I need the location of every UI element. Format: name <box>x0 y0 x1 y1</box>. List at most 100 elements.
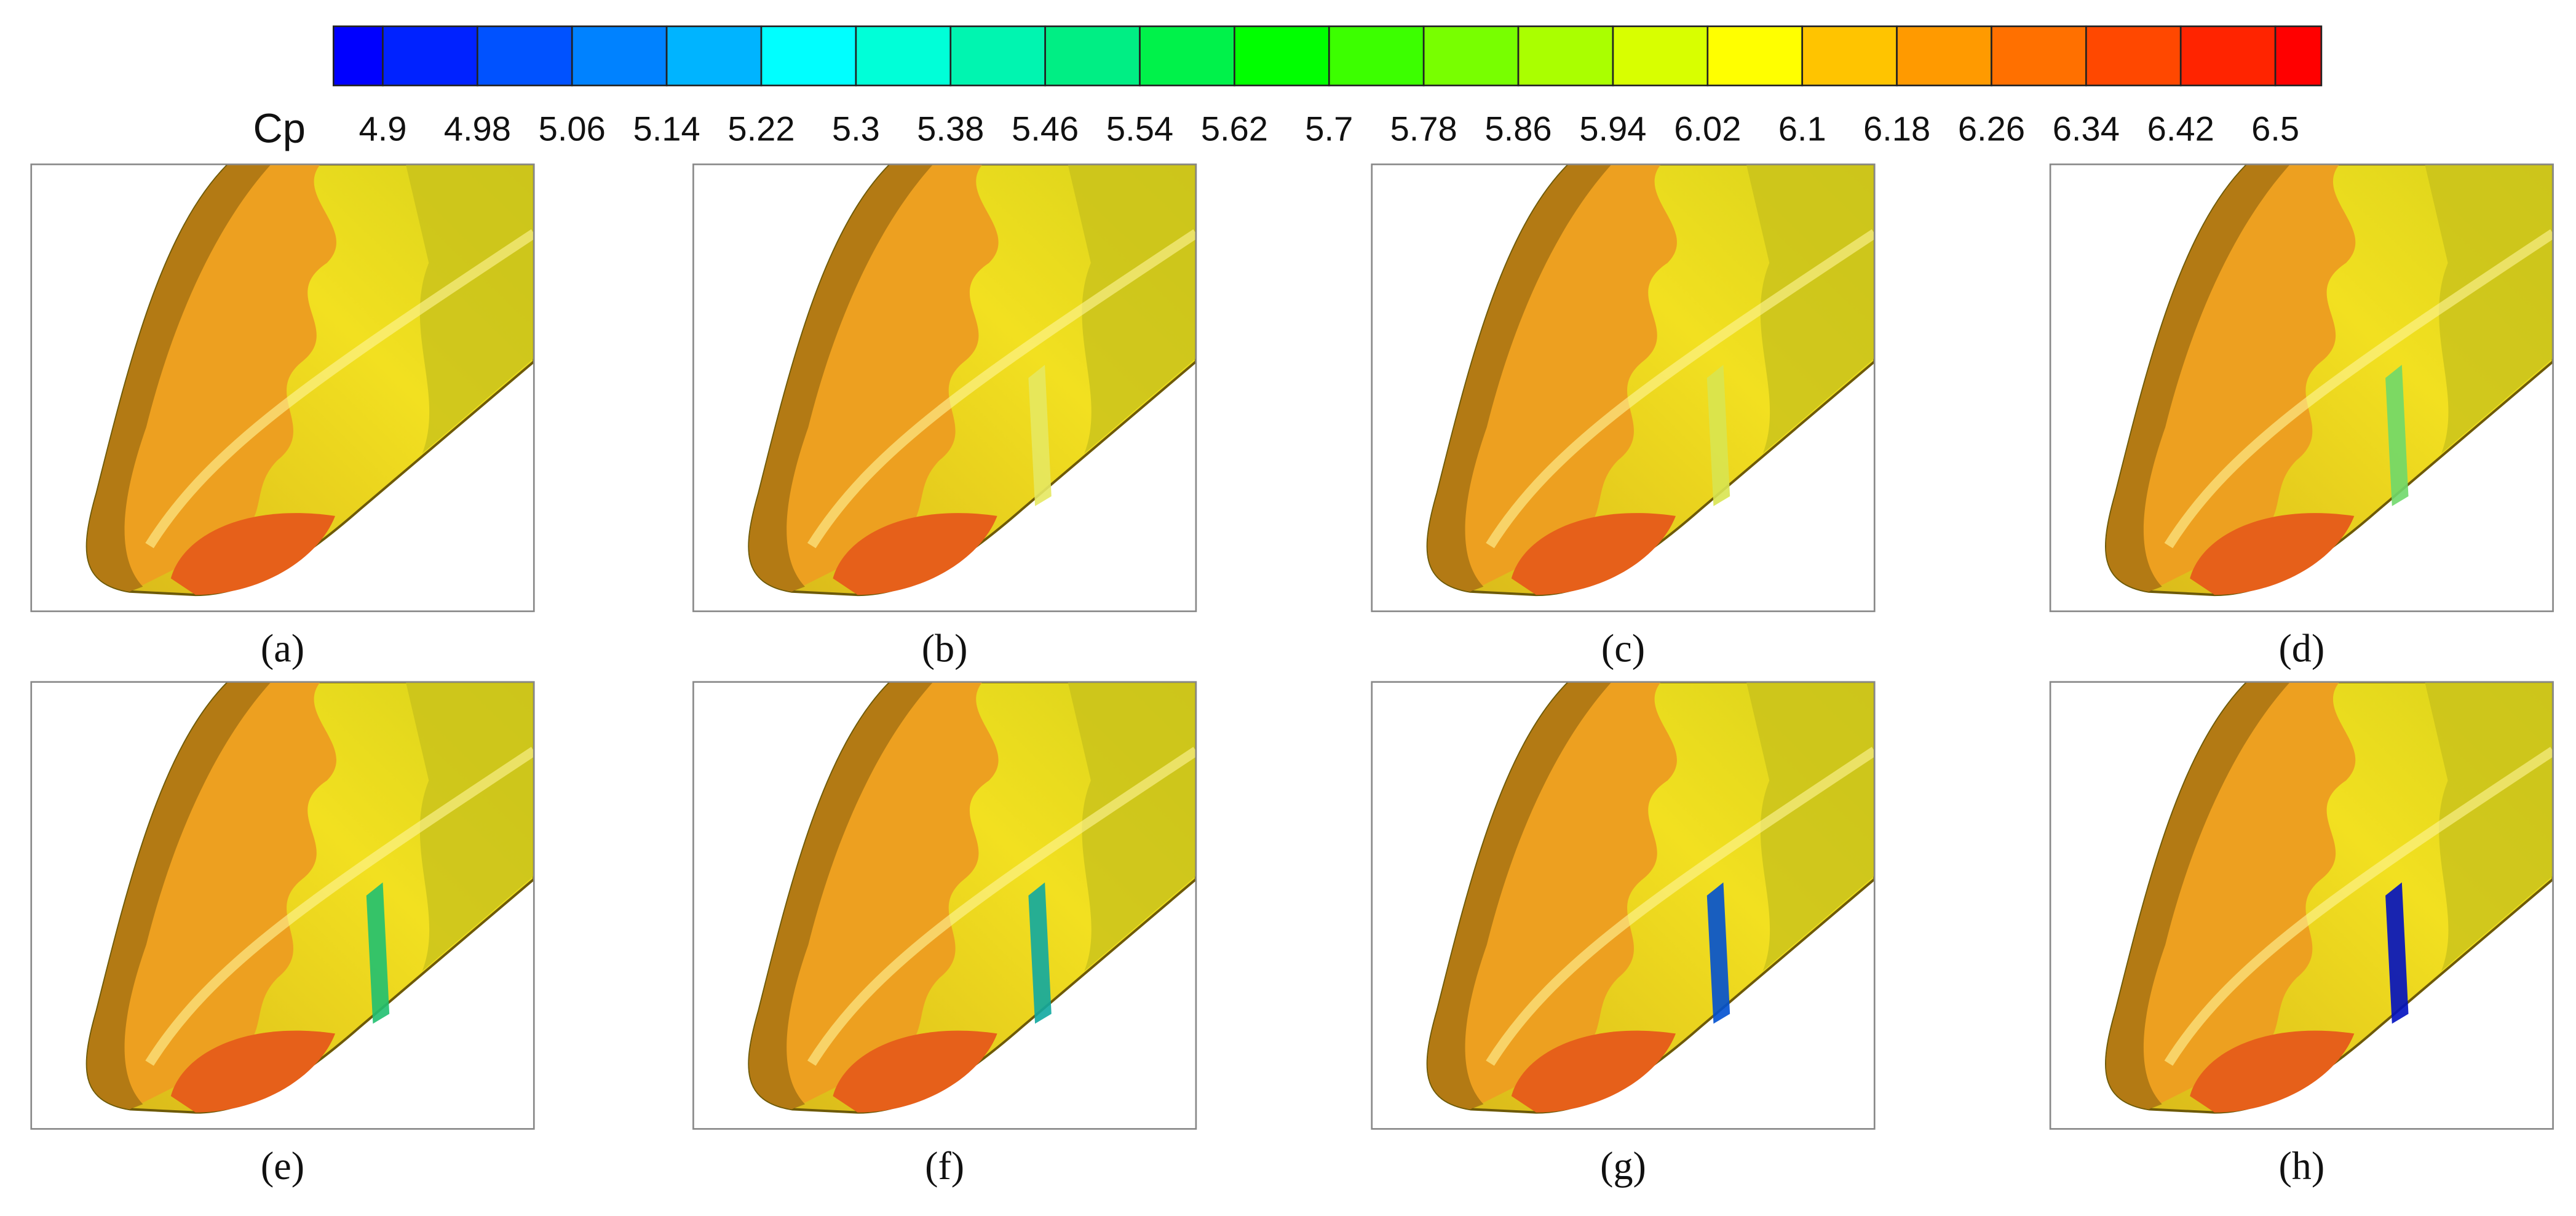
upper-region <box>1068 682 1196 971</box>
panel-frame <box>2049 163 2554 613</box>
colorbar-segment <box>1328 25 1425 87</box>
panel-label: (a) <box>261 626 304 670</box>
highlight <box>2164 747 2553 1066</box>
contour-plot <box>1371 682 1875 1129</box>
panel <box>30 681 535 1130</box>
panel <box>2049 163 2554 613</box>
orange-region <box>87 682 336 1110</box>
colorbar-segment <box>2085 25 2182 87</box>
contour-plot <box>2050 682 2553 1129</box>
colorbar-tick-label: 6.18 <box>1863 109 1930 148</box>
orange-region <box>749 682 999 1110</box>
colorbar-tick-label: 6.34 <box>2053 109 2120 148</box>
colorbar-segment <box>1234 25 1330 87</box>
colorbar-tick-label: 5.7 <box>1305 109 1353 148</box>
edge-shade <box>1427 682 1612 1110</box>
edge-shade <box>749 682 933 1110</box>
contour-plot <box>1371 164 1875 611</box>
panel <box>692 163 1197 613</box>
colorbar-segment <box>1706 25 1804 87</box>
contour-plot <box>31 682 534 1129</box>
colorbar-tick-label: 5.22 <box>727 109 795 148</box>
colorbar-tick-label: 5.54 <box>1106 109 1173 148</box>
panel-label: (g) <box>1600 1144 1646 1188</box>
pressure-streak <box>1028 365 1052 506</box>
colorbar-segment <box>1801 25 1898 87</box>
edge-shade <box>749 164 933 592</box>
upper-region <box>2425 682 2553 971</box>
tip-region <box>170 1030 335 1113</box>
colorbar: 4.9 4.98 5.06 5.14 5.22 5.3 5.38 5.46 5.54 5.62 5.… <box>332 25 2323 148</box>
panel-label: (h) <box>2278 1144 2324 1188</box>
colorbar-tick-label: 5.62 <box>1201 109 1268 148</box>
tip-region <box>833 1030 997 1113</box>
tip-region <box>2190 1030 2355 1113</box>
colorbar-segment <box>949 25 1046 87</box>
tip-region <box>170 513 335 595</box>
panel-label: (c) <box>1601 626 1645 670</box>
highlight <box>2164 229 2553 549</box>
colorbar-segment <box>760 25 857 87</box>
edge-shade <box>2106 682 2291 1110</box>
colorbar-segment <box>332 25 384 87</box>
colorbar-tick-label: 4.9 <box>359 109 406 148</box>
panel-frame <box>30 681 535 1130</box>
panel <box>1371 681 1876 1130</box>
colorbar-tick-label: 5.94 <box>1579 109 1646 148</box>
colorbar-tick-label: 5.14 <box>633 109 700 148</box>
orange-region <box>2106 682 2356 1110</box>
highlight <box>1486 747 1875 1066</box>
tip-region <box>1511 1030 1676 1113</box>
tip-region <box>833 513 997 595</box>
colorbar-title: Cp <box>253 106 305 151</box>
pressure-streak <box>1706 882 1730 1024</box>
colorbar-segment <box>2274 25 2323 87</box>
orange-region <box>2106 164 2356 592</box>
colorbar-tick-label: 6.42 <box>2147 109 2214 148</box>
pressure-streak <box>1028 882 1052 1024</box>
pressure-streak <box>366 882 390 1024</box>
panel-frame <box>30 163 535 613</box>
colorbar-segment <box>382 25 478 87</box>
upper-region <box>2425 164 2553 454</box>
upper-region <box>1746 682 1875 971</box>
panel-frame <box>2049 681 2554 1130</box>
colorbar-tick-label: 5.38 <box>917 109 984 148</box>
colorbar-tick-label: 4.98 <box>444 109 511 148</box>
orange-region <box>749 164 999 592</box>
highlight <box>145 229 534 549</box>
panel-frame <box>692 163 1197 613</box>
panel-label: (b) <box>922 626 968 670</box>
colorbar-segment <box>1991 25 2087 87</box>
tip-region <box>1511 513 1676 595</box>
colorbar-segment <box>1139 25 1235 87</box>
colorbar-tick-label: 5.3 <box>832 109 880 148</box>
colorbar-segment <box>1044 25 1141 87</box>
colorbar-segment <box>571 25 668 87</box>
panel <box>692 681 1197 1130</box>
highlight <box>145 747 534 1066</box>
upper-region <box>1068 164 1196 454</box>
panel <box>30 163 535 613</box>
colorbar-tick-label: 5.86 <box>1484 109 1552 148</box>
edge-shade <box>87 682 271 1110</box>
colorbar-segment <box>1612 25 1709 87</box>
contour-plot <box>31 164 534 611</box>
pressure-streak <box>2385 882 2409 1024</box>
edge-shade <box>87 164 271 592</box>
upper-region <box>405 164 534 454</box>
colorbar-tick-label: 6.02 <box>1674 109 1741 148</box>
pressure-streak <box>2385 365 2409 506</box>
contour-plot <box>693 682 1196 1129</box>
colorbar-segment <box>477 25 573 87</box>
panels: (a) (b) (c) (d) (e) (f) (g) (h) <box>30 163 2554 1188</box>
edge-shade <box>1427 164 1612 592</box>
contour-plot <box>2050 164 2553 611</box>
highlight <box>1486 229 1875 549</box>
contour-plot <box>693 164 1196 611</box>
colorbar-segment <box>1422 25 1520 87</box>
panel-frame <box>692 681 1197 1130</box>
orange-region <box>1427 164 1677 592</box>
colorbar-segment <box>1517 25 1614 87</box>
